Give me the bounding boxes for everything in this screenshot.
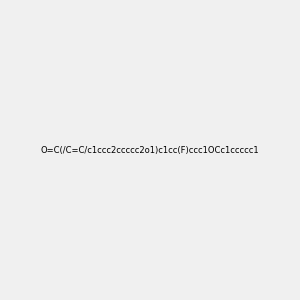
Text: O=C(/C=C/c1ccc2ccccc2o1)c1cc(F)ccc1OCc1ccccc1: O=C(/C=C/c1ccc2ccccc2o1)c1cc(F)ccc1OCc1c… [41, 146, 259, 154]
